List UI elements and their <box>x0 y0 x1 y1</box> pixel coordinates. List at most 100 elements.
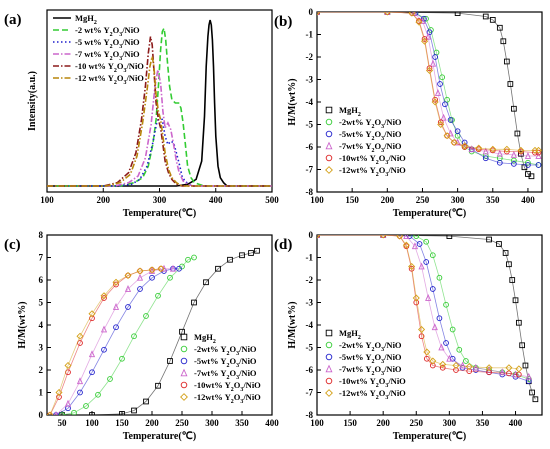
y-tick-label: 1 <box>39 388 44 398</box>
data-point <box>489 145 497 153</box>
data-point <box>124 271 132 280</box>
data-point <box>449 326 456 333</box>
data-point <box>443 340 449 346</box>
data-point <box>524 152 532 159</box>
y-tick-label: 7 <box>39 253 44 263</box>
series-5 <box>47 56 272 187</box>
legend-swatch <box>325 141 333 150</box>
legend: MgH2-2wt% Y2O3/NiO-5wt% Y2O3/NiO-7wt% Y2… <box>325 105 406 178</box>
legend-label: -7 wt% Y2O3/NiO <box>75 49 140 62</box>
data-point <box>450 138 458 147</box>
data-point <box>125 304 131 310</box>
data-point <box>511 161 517 167</box>
data-point <box>119 411 125 415</box>
data-point <box>56 394 62 400</box>
legend-label: -12wt% Y2O3/NiO <box>339 165 406 178</box>
data-point <box>227 256 233 263</box>
series-line <box>47 56 272 187</box>
data-point <box>408 12 416 17</box>
legend-swatch <box>180 393 188 401</box>
data-point <box>439 360 447 368</box>
data-point <box>167 358 173 364</box>
data-point <box>55 388 63 397</box>
legend: MgH2-2 wt% Y2O3/NiO-5 wt% Y2O3/NiO-7 wt%… <box>53 13 144 86</box>
x-tick-label: 300 <box>443 418 457 428</box>
panel-label: (a) <box>4 12 22 28</box>
legend-label: -2wt% Y2O3/NiO <box>339 117 402 130</box>
x-tick-label: 350 <box>476 418 490 428</box>
data-point <box>475 144 483 152</box>
series-line <box>317 235 519 370</box>
data-point <box>160 264 168 272</box>
data-point <box>522 362 529 369</box>
data-point <box>512 297 519 304</box>
x-tick-label: 500 <box>265 195 279 205</box>
data-point <box>191 299 197 306</box>
legend-label: MgH2 <box>194 332 216 345</box>
x-tick-label: 400 <box>265 418 279 428</box>
data-point <box>76 377 84 385</box>
panel-2: 50 100 150 200 250 300 350 400 0 1 2 3 4 5 6 7 8 Temperat… <box>17 230 279 442</box>
series-1 <box>47 25 272 187</box>
y-tick-label: -6 <box>306 142 314 152</box>
data-point <box>402 241 410 249</box>
legend-swatch <box>325 329 333 337</box>
x-tick-label: 400 <box>209 195 223 205</box>
panel-1: 100 150 200 250 300 350 400 0 -1 -2 -3 -4 -5 -6 -7 -8 Te… <box>287 7 543 219</box>
y-tick-label: -2 <box>306 275 314 285</box>
legend-swatch <box>325 118 333 126</box>
y-tick-label: 4 <box>39 320 44 330</box>
data-point <box>100 325 108 333</box>
y-tick-label: -5 <box>306 343 314 353</box>
data-point <box>112 278 120 286</box>
legend-swatch <box>325 389 333 397</box>
x-tick-label: 350 <box>235 418 249 428</box>
data-point <box>47 411 54 415</box>
legend-label: -5 wt% Y2O3/NiO <box>75 37 140 50</box>
legend-label: MgH2 <box>75 13 97 26</box>
x-tick-label: 50 <box>58 418 68 428</box>
data-point <box>535 152 542 159</box>
series-line <box>49 268 162 415</box>
y-tick-label: -1 <box>306 30 314 40</box>
legend-label: -12 wt% Y2O3/NiO <box>75 73 144 86</box>
legend-label: -5wt% Y2O3/NiO <box>339 352 402 365</box>
data-point <box>239 252 245 259</box>
legend-swatch <box>325 106 333 114</box>
legend-swatch <box>325 364 333 373</box>
series-line <box>317 12 532 177</box>
data-point <box>429 362 436 369</box>
plot-area <box>47 19 272 187</box>
y-tick-label: 0 <box>39 410 44 420</box>
data-point <box>485 364 493 372</box>
data-point <box>489 17 496 23</box>
legend-swatch <box>180 345 188 353</box>
series-line <box>55 268 173 415</box>
data-point <box>525 162 531 168</box>
data-point <box>64 361 72 370</box>
data-point <box>131 333 137 340</box>
y-tick-label: 3 <box>39 343 44 353</box>
data-point <box>519 342 525 349</box>
data-point <box>131 407 137 414</box>
series-line <box>317 12 539 157</box>
y-tick-label: -4 <box>306 97 314 107</box>
data-point <box>463 358 469 364</box>
data-point <box>446 354 453 362</box>
data-point <box>456 346 463 353</box>
y-tick-label: 6 <box>39 275 44 285</box>
data-point <box>59 412 65 415</box>
data-point <box>185 256 191 263</box>
y-axis-label: H/M(wt%) <box>287 301 298 348</box>
data-point <box>535 162 542 168</box>
data-point <box>429 59 437 67</box>
data-point <box>459 361 466 369</box>
data-point <box>454 128 461 135</box>
data-point <box>506 261 512 268</box>
data-point <box>454 12 461 16</box>
series-1 <box>59 254 197 415</box>
legend-swatch <box>325 130 333 138</box>
data-point <box>534 146 542 154</box>
x-tick-label: 200 <box>381 195 395 205</box>
data-point <box>442 101 448 108</box>
